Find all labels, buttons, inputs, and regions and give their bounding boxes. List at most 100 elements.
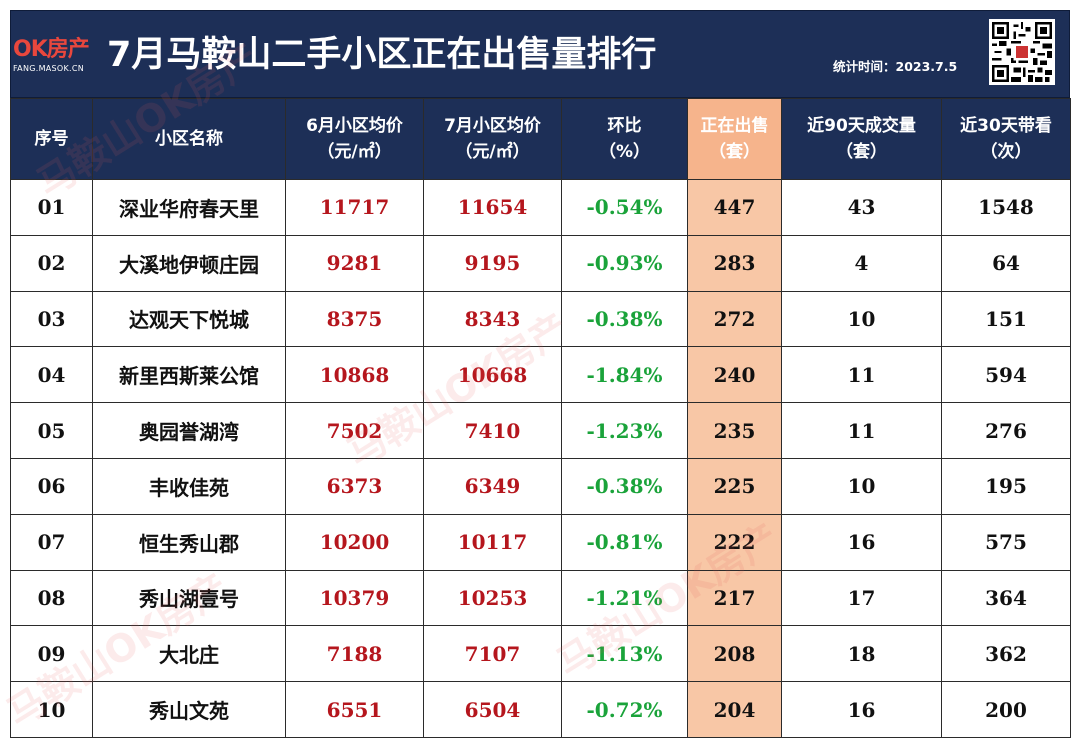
cell-community-name: 秀山湖壹号: [92, 569, 286, 627]
col-header-june-price: 6月小区均价 （元/㎡）: [285, 98, 424, 180]
col-header-name: 小区名称: [92, 98, 286, 180]
cell-index: 03: [10, 290, 93, 348]
cell-index: 05: [10, 402, 93, 459]
table-row: 03 达观天下悦城 8375 8343 -0.38% 272 10 151: [10, 290, 1071, 348]
qr-code-icon: [989, 19, 1055, 85]
cell-june-price: 6551: [285, 681, 424, 738]
col-header-on-sale: 正在出售 （套）: [687, 98, 782, 180]
cell-30d-viewings: 362: [941, 625, 1071, 683]
cell-june-price: 11717: [285, 179, 424, 236]
cell-index: 01: [10, 179, 93, 236]
cell-community-name: 达观天下悦城: [92, 290, 286, 348]
cell-on-sale: 222: [687, 513, 782, 571]
logo-domain: FANG.MASOK.CN: [13, 64, 85, 73]
cell-index: 09: [10, 625, 93, 683]
cell-30d-viewings: 151: [941, 290, 1071, 348]
cell-change: -0.38%: [561, 290, 688, 348]
cell-30d-viewings: 1548: [941, 179, 1071, 236]
cell-30d-viewings: 200: [941, 681, 1071, 738]
cell-on-sale: 217: [687, 569, 782, 627]
cell-90d-deals: 18: [781, 625, 942, 683]
cell-change: -0.81%: [561, 513, 688, 571]
table-row: 01 深业华府春天里 11717 11654 -0.54% 447 43 1548: [10, 179, 1071, 236]
cell-change: -1.23%: [561, 402, 688, 459]
cell-90d-deals: 16: [781, 513, 942, 571]
col-header-90d-deals: 近90天成交量 （套）: [781, 98, 942, 180]
cell-index: 04: [10, 346, 93, 404]
cell-june-price: 10379: [285, 569, 424, 627]
cell-index: 02: [10, 234, 93, 292]
qr-code-graphic: [992, 22, 1052, 82]
cell-july-price: 10253: [423, 569, 562, 627]
cell-on-sale: 283: [687, 234, 782, 292]
table-row: 09 大北庄 7188 7107 -1.13% 208 18 362: [10, 625, 1071, 683]
cell-index: 07: [10, 513, 93, 571]
cell-30d-viewings: 364: [941, 569, 1071, 627]
table-body: 01 深业华府春天里 11717 11654 -0.54% 447 43 1548 02 大溪地伊…: [10, 179, 1071, 738]
table-row: 07 恒生秀山郡 10200 10117 -0.81% 222 16 575: [10, 513, 1071, 571]
cell-june-price: 6373: [285, 457, 424, 515]
cell-30d-viewings: 276: [941, 402, 1071, 459]
col-header-change: 环比 （%）: [561, 98, 688, 180]
cell-june-price: 7188: [285, 625, 424, 683]
cell-community-name: 奥园誉湖湾: [92, 402, 286, 459]
cell-on-sale: 208: [687, 625, 782, 683]
cell-30d-viewings: 195: [941, 457, 1071, 515]
cell-90d-deals: 16: [781, 681, 942, 738]
cell-change: -1.84%: [561, 346, 688, 404]
cell-90d-deals: 11: [781, 346, 942, 404]
cell-90d-deals: 4: [781, 234, 942, 292]
col-header-30d-viewings: 近30天带看 （次）: [941, 98, 1071, 180]
cell-change: -0.54%: [561, 179, 688, 236]
logo-mark: OK房产: [13, 37, 90, 62]
cell-30d-viewings: 575: [941, 513, 1071, 571]
col-header-july-price: 7月小区均价 （元/㎡）: [423, 98, 562, 180]
cell-change: -1.13%: [561, 625, 688, 683]
table-row: 05 奥园誉湖湾 7502 7410 -1.23% 235 11 276: [10, 402, 1071, 459]
table-header-row: 序号 小区名称 6月小区均价 （元/㎡） 7月小区均价 （元/㎡） 环比 （%） 正在…: [10, 98, 1071, 180]
col-header-index: 序号: [10, 98, 93, 180]
stat-time: 统计时间：2023.7.5: [833, 59, 958, 74]
cell-community-name: 恒生秀山郡: [92, 513, 286, 571]
cell-community-name: 新里西斯莱公馆: [92, 346, 286, 404]
cell-change: -0.72%: [561, 681, 688, 738]
cell-90d-deals: 10: [781, 457, 942, 515]
cell-june-price: 10200: [285, 513, 424, 571]
cell-on-sale: 447: [687, 179, 782, 236]
cell-community-name: 大溪地伊顿庄园: [92, 234, 286, 292]
cell-june-price: 8375: [285, 290, 424, 348]
table-row: 02 大溪地伊顿庄园 9281 9195 -0.93% 283 4 64: [10, 234, 1071, 292]
cell-90d-deals: 43: [781, 179, 942, 236]
header-bar: OK房产 FANG.MASOK.CN 7月马鞍山二手小区正在出售量排行 统计时间…: [10, 10, 1070, 98]
cell-90d-deals: 11: [781, 402, 942, 459]
cell-community-name: 丰收佳苑: [92, 457, 286, 515]
cell-on-sale: 235: [687, 402, 782, 459]
cell-change: -0.93%: [561, 234, 688, 292]
table-row: 04 新里西斯莱公馆 10868 10668 -1.84% 240 11 594: [10, 346, 1071, 404]
cell-on-sale: 204: [687, 681, 782, 738]
cell-community-name: 秀山文苑: [92, 681, 286, 738]
cell-july-price: 7410: [423, 402, 562, 459]
table-row: 06 丰收佳苑 6373 6349 -0.38% 225 10 195: [10, 457, 1071, 515]
table-row: 10 秀山文苑 6551 6504 -0.72% 204 16 200: [10, 681, 1071, 738]
page-title: 7月马鞍山二手小区正在出售量排行: [107, 35, 657, 75]
cell-june-price: 7502: [285, 402, 424, 459]
cell-july-price: 6349: [423, 457, 562, 515]
cell-july-price: 7107: [423, 625, 562, 683]
cell-90d-deals: 17: [781, 569, 942, 627]
cell-july-price: 9195: [423, 234, 562, 292]
cell-30d-viewings: 594: [941, 346, 1071, 404]
cell-june-price: 9281: [285, 234, 424, 292]
cell-on-sale: 272: [687, 290, 782, 348]
cell-on-sale: 225: [687, 457, 782, 515]
cell-90d-deals: 10: [781, 290, 942, 348]
table-row: 08 秀山湖壹号 10379 10253 -1.21% 217 17 364: [10, 569, 1071, 627]
brand-logo: OK房产 FANG.MASOK.CN: [11, 39, 99, 79]
cell-index: 08: [10, 569, 93, 627]
cell-community-name: 大北庄: [92, 625, 286, 683]
cell-july-price: 8343: [423, 290, 562, 348]
cell-july-price: 11654: [423, 179, 562, 236]
cell-change: -0.38%: [561, 457, 688, 515]
cell-july-price: 10668: [423, 346, 562, 404]
